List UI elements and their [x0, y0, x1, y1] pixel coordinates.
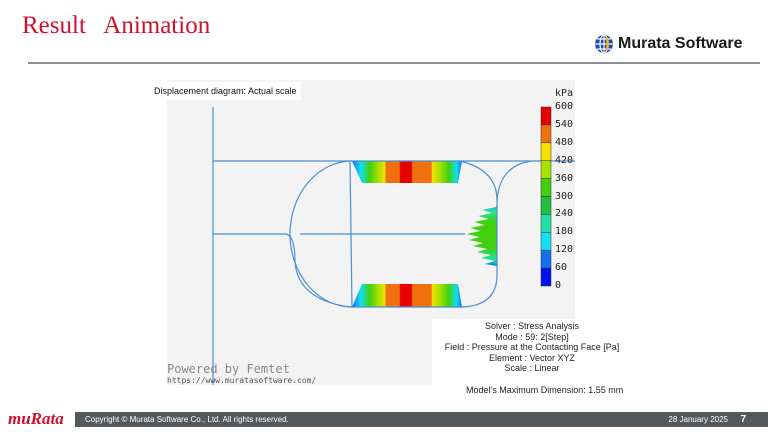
colorbar-segment [540, 196, 552, 215]
displacement-label: Displacement diagram: Actual scale [150, 82, 301, 100]
colorbar-label: 540 [555, 118, 574, 130]
colorbar-label: 120 [555, 244, 574, 256]
page-title: Result Animation [22, 12, 211, 39]
max-dimension: Model's Maximum Dimension: 1.55 mm [466, 385, 624, 395]
colorbar-unit: kPa [555, 88, 574, 99]
colorbar-label: 180 [555, 226, 574, 238]
stress-band [352, 284, 462, 307]
field-text: Field : Pressure at the Contacting Face … [444, 342, 620, 352]
colorbar-segment [540, 160, 552, 179]
analysis-info: Solver : Stress Analysis Mode : 59: 2[St… [432, 319, 632, 391]
colorbar-segment [540, 267, 552, 287]
colorbar-segment [540, 214, 552, 233]
globe-icon [595, 34, 613, 54]
element-text: Element : Vector XYZ [488, 352, 576, 363]
mode-text: Mode : 59: 2[Step] [495, 331, 569, 342]
powered-text: Powered by Femtet [167, 362, 290, 376]
colorbar-segment [540, 142, 552, 161]
colorbar-segment [540, 106, 552, 126]
colorbar-segment [540, 178, 552, 197]
colorbar-label: 60 [555, 262, 568, 274]
colorbar-label: 0 [555, 280, 562, 291]
model-outline [212, 107, 575, 385]
footer-date: 28 January 2025 [668, 415, 728, 424]
footer-bar: Copyright © Murata Software Co., Ltd. Al… [75, 412, 768, 427]
copyright: Copyright © Murata Software Co., Ltd. Al… [85, 415, 289, 424]
colorbar-label: 480 [555, 136, 574, 148]
title-divider [28, 62, 760, 64]
colorbar-segment [540, 249, 552, 269]
brand-logo: Murata Software [594, 34, 742, 54]
colorbar-label: 360 [555, 172, 574, 184]
stress-band [352, 161, 462, 183]
colorbar-label: 300 [555, 190, 574, 202]
page-number: 7 [740, 414, 746, 425]
colorbar-segment [540, 232, 552, 251]
scale-text: Scale : Linear [504, 363, 560, 373]
stress-band [466, 204, 497, 266]
murata-logo: muRata [8, 409, 64, 428]
colorbar-label: 600 [555, 101, 574, 112]
colorbar [540, 106, 552, 287]
brand-name: Murata Software [618, 35, 743, 52]
colorbar-label: 420 [555, 154, 574, 166]
colorbar-label: 240 [555, 208, 574, 220]
powered-by: Powered by Femtet https://www.muratasoft… [167, 362, 316, 385]
solver-text: Solver : Stress Analysis [484, 321, 580, 331]
powered-url: https://www.muratasoftware.com/ [167, 376, 317, 385]
colorbar-segment [540, 124, 552, 144]
